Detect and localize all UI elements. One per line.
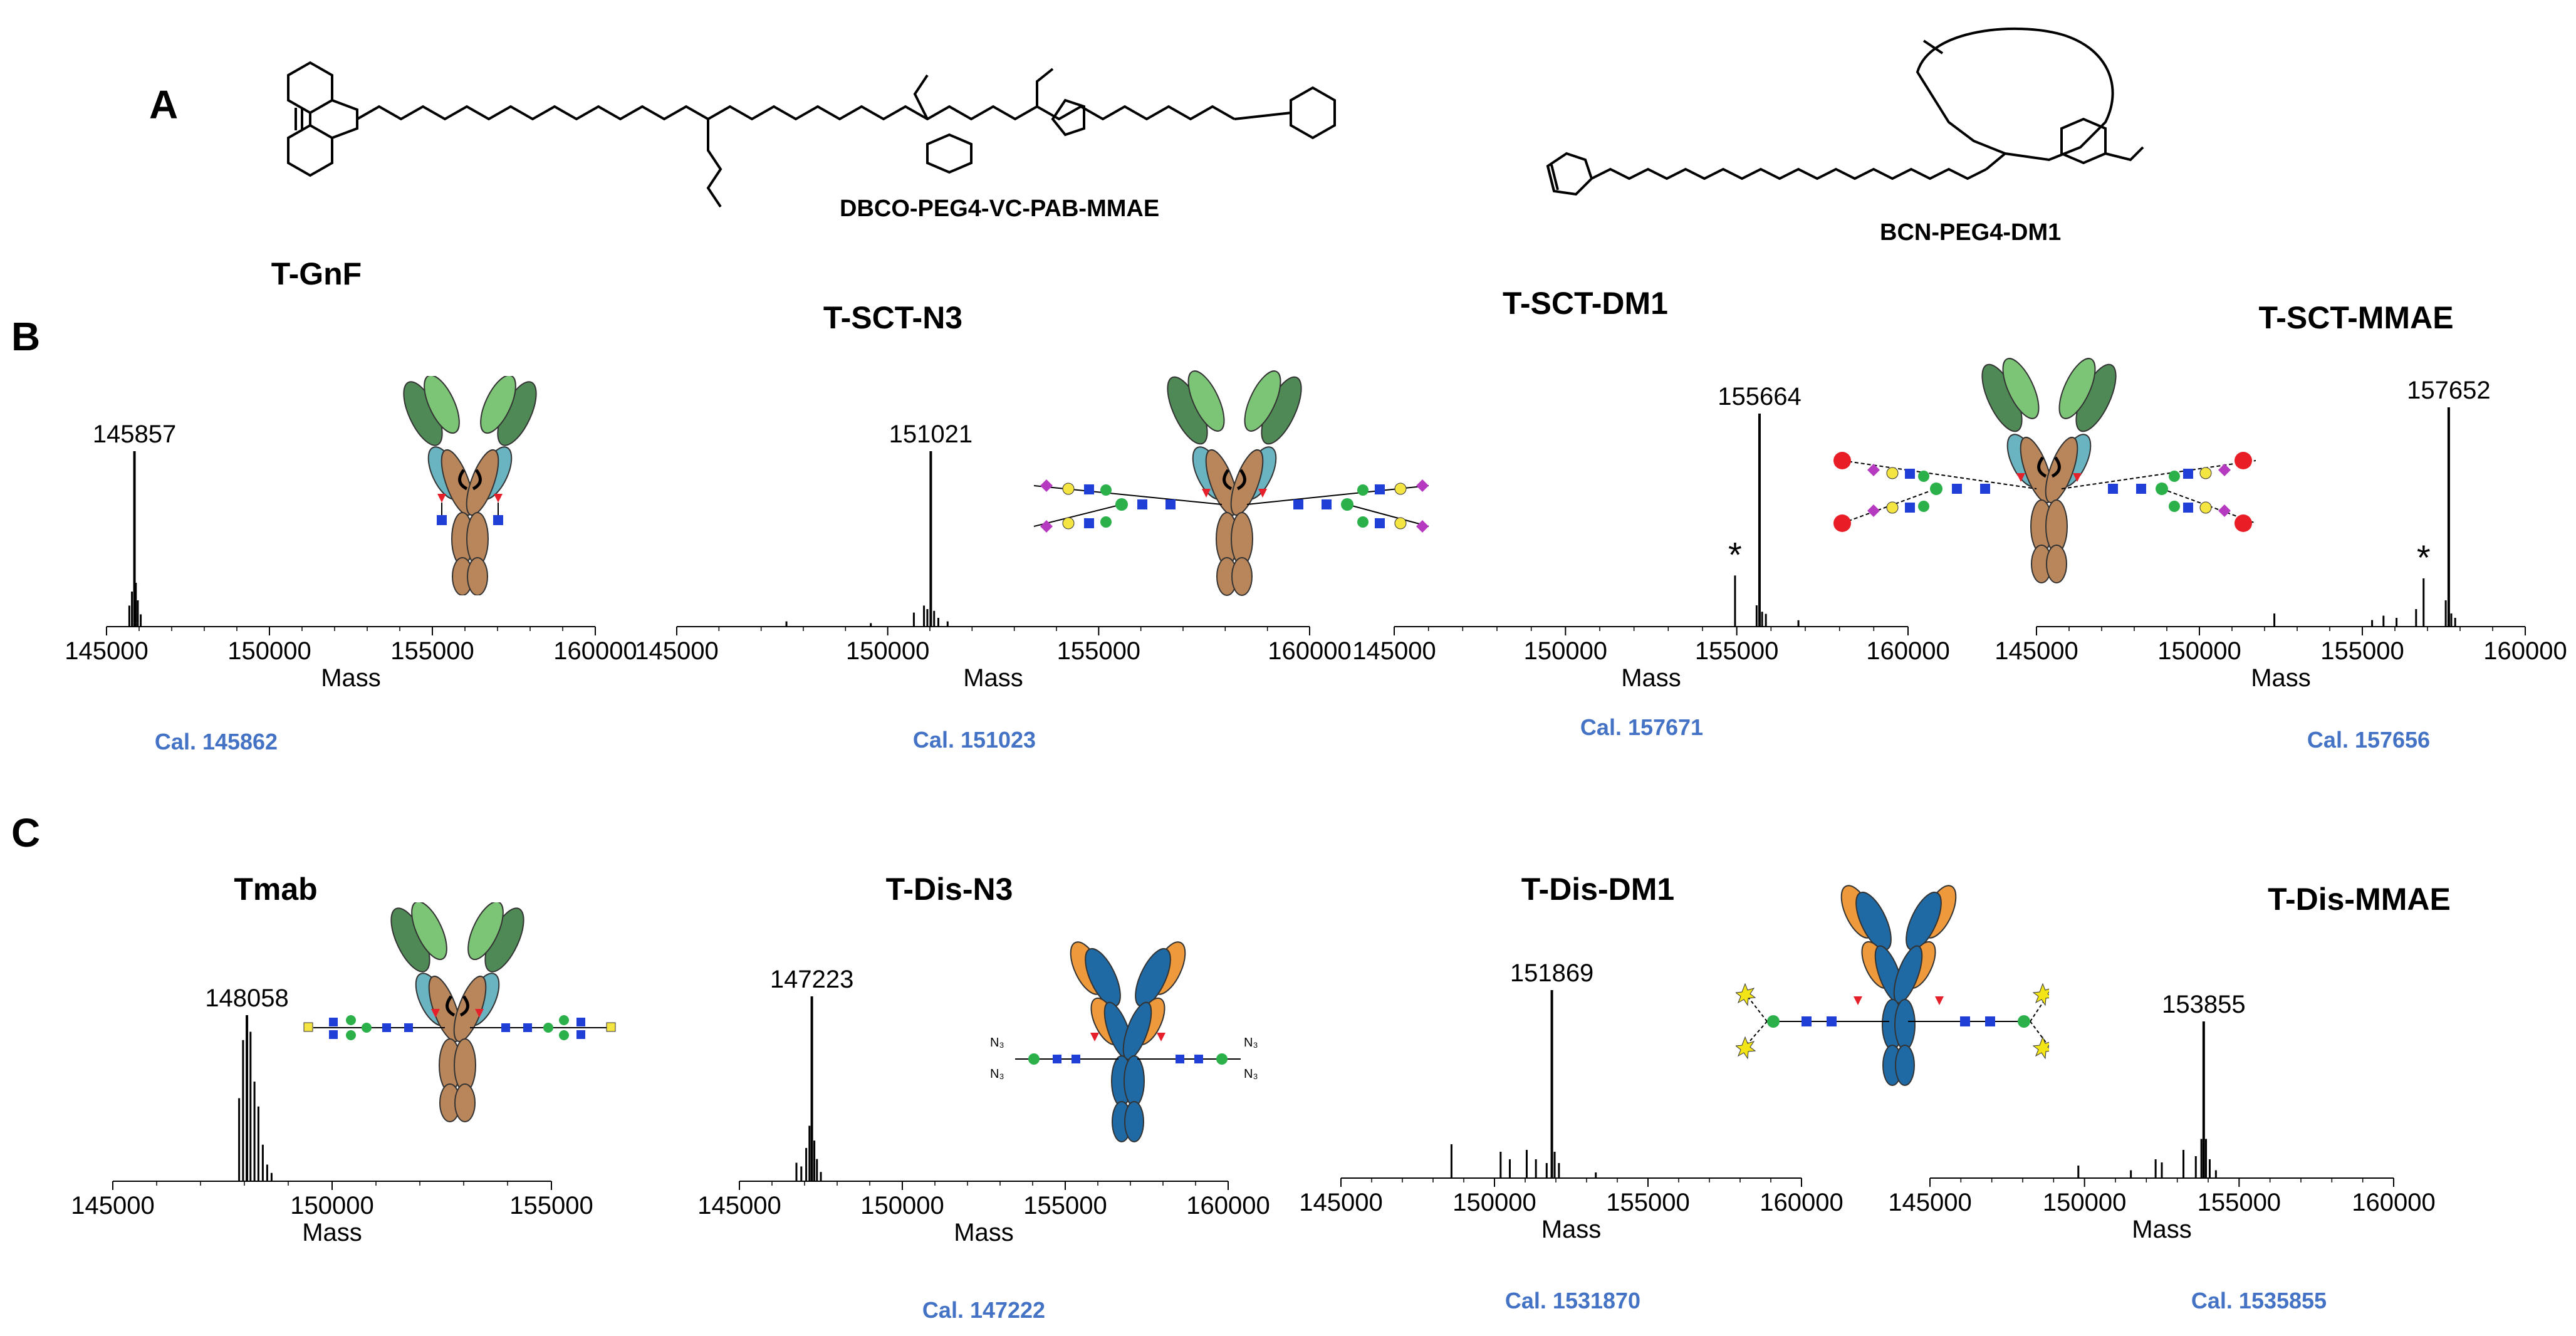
tick-label: 150000 [1524, 637, 1607, 665]
spectrum-title-t-gnf: T-GnF [271, 256, 362, 291]
tick-label: 145000 [1299, 1189, 1382, 1216]
tick-label: 155000 [390, 637, 474, 665]
spectrum-title-t-sct-dm1: T-SCT-DM1 [1503, 286, 1668, 321]
antibody-t-sct-n3 [1033, 370, 1429, 596]
axis-label: Mass [2132, 1216, 2192, 1243]
antibody-tmab [303, 902, 616, 1122]
tick-label: 155000 [1695, 637, 1778, 665]
peak-mass-label: 151021 [889, 420, 973, 448]
axis-label: Mass [1621, 664, 1681, 692]
tick-label: 150000 [846, 637, 929, 665]
spectrum-title-t-dis-n3: T-Dis-N3 [885, 872, 1013, 907]
tick-label: 145000 [635, 637, 718, 665]
axis-label: Mass [2251, 664, 2311, 692]
tick-label: 145000 [1352, 637, 1436, 665]
tick-label: 155000 [509, 1192, 593, 1219]
spectrum-title-t-dis-mmae: T-Dis-MMAE [2268, 882, 2451, 917]
impurity-asterisk: * [2417, 538, 2431, 577]
antibody-t-gnf [403, 376, 537, 595]
impurity-asterisk: * [1728, 535, 1742, 574]
tick-label: 150000 [227, 637, 311, 665]
peak-mass-label: 155664 [1718, 383, 1801, 410]
tick-label: 155000 [1606, 1189, 1689, 1216]
left-structure-name: DBCO-PEG4-VC-PAB-MMAE [840, 196, 1160, 222]
tick-label: 155000 [2320, 637, 2404, 665]
spectrum-title-tmab: Tmab [234, 872, 318, 907]
antibody-t-sct-dm1 [1833, 358, 2256, 583]
peak-mass-label: 147223 [770, 966, 853, 993]
svg-text:N₃: N₃ [990, 1036, 1004, 1050]
peak-mass-label: 153855 [2162, 991, 2245, 1018]
axis-label: Mass [321, 664, 381, 692]
tick-label: 145000 [65, 637, 148, 665]
tick-label: 145000 [697, 1192, 781, 1219]
spectrum-title-t-dis-dm1: T-Dis-DM1 [1521, 872, 1675, 907]
panel-letter-a: A [149, 82, 179, 127]
right-structure-name: BCN-PEG4-DM1 [1880, 219, 2062, 246]
calc-mass-t-dis-n3: Cal. 147222 [922, 1297, 1046, 1323]
tick-label: 145000 [1995, 637, 2078, 665]
antibody-t-dis-dm1 [1736, 885, 2049, 1086]
tick-label: 160000 [1866, 637, 1949, 665]
tick-label: 150000 [1452, 1189, 1536, 1216]
tick-label: 160000 [2352, 1189, 2435, 1216]
spectrum-title-t-sct-n3: T-SCT-N3 [823, 300, 963, 335]
tick-label: 160000 [2483, 637, 2567, 665]
spectrum-title-t-sct-mmae: T-SCT-MMAE [2258, 300, 2454, 335]
tick-label: 150000 [2157, 637, 2241, 665]
dbco-peg4-vc-pab-mmae-structure [287, 61, 1336, 208]
panel-letter-b: B [11, 314, 41, 359]
peak-mass-label: 157652 [2407, 377, 2490, 404]
tick-label: 145000 [1888, 1189, 1971, 1216]
calc-mass-t-dis-dm1: Cal. 1531870 [1504, 1288, 1641, 1313]
calc-mass-t-dis-mmae: Cal. 1535855 [2191, 1288, 2327, 1313]
tick-label: 160000 [553, 637, 637, 665]
calc-mass-t-sct-dm1: Cal. 157671 [1580, 714, 1704, 740]
calc-mass-t-gnf: Cal. 145862 [154, 729, 278, 754]
peak-mass-label: 151869 [1510, 959, 1593, 987]
tick-label: 150000 [860, 1192, 944, 1219]
calc-mass-t-sct-mmae: Cal. 157656 [2307, 727, 2431, 753]
peak-mass-label: 145857 [93, 420, 176, 448]
panel-letter-c: C [11, 810, 41, 855]
svg-text:N₃: N₃ [1244, 1067, 1258, 1081]
antibody-t-dis-n3: N₃ N₃ N₃ N₃ [990, 941, 1258, 1142]
tick-label: 160000 [1268, 637, 1351, 665]
axis-label: Mass [954, 1219, 1014, 1246]
bcn-peg4-dm1-structure [1546, 27, 2144, 196]
calc-mass-t-sct-n3: Cal. 151023 [912, 727, 1036, 753]
axis-label: Mass [1541, 1216, 1602, 1243]
svg-text:N₃: N₃ [1244, 1036, 1258, 1050]
axis-label: Mass [963, 664, 1023, 692]
tick-label: 155000 [1057, 637, 1140, 665]
tick-label: 155000 [2198, 1189, 2281, 1216]
svg-text:N₃: N₃ [990, 1067, 1004, 1081]
tick-label: 160000 [1760, 1189, 1843, 1216]
tick-label: 155000 [1023, 1192, 1107, 1219]
tick-label: 150000 [2043, 1189, 2126, 1216]
axis-label: Mass [302, 1219, 362, 1246]
tick-label: 150000 [290, 1192, 373, 1219]
peak-mass-label: 148058 [205, 984, 288, 1012]
tick-label: 160000 [1186, 1192, 1270, 1219]
tick-label: 145000 [71, 1192, 154, 1219]
